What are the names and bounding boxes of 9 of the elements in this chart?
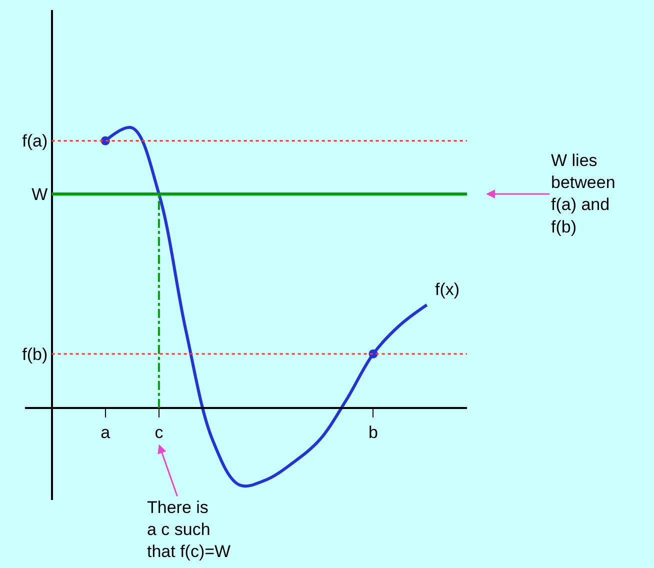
series-label: f(x) [435, 280, 460, 299]
ref-line-label: f(b) [22, 344, 48, 364]
ref-line-label: f(a) [22, 132, 48, 151]
x-tick-label: c [154, 423, 164, 442]
ref-line-label: W [32, 184, 48, 204]
x-tick-label: b [368, 423, 378, 442]
text: There is a c such that f(c)=W [147, 498, 231, 562]
x-tick-label: a [100, 423, 111, 442]
text: W lies between f(a) and f(b) [551, 151, 616, 236]
